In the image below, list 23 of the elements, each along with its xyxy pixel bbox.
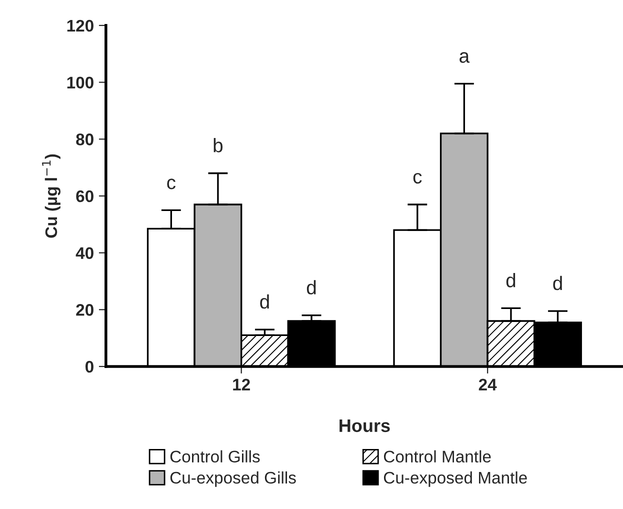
y-tick-label: 20 (76, 304, 94, 316)
legend-label: Control Mantle (384, 450, 491, 463)
legend-label: Cu-exposed Gills (170, 471, 296, 487)
y-axis-title: Cu (µg l$^{−1}$) (42, 154, 60, 238)
annotation: b (214, 138, 223, 152)
x-tick-label: 24 (478, 378, 497, 390)
annotation: d (553, 276, 562, 290)
annotation: c (167, 178, 176, 190)
x-axis-title: Hours (340, 419, 390, 432)
y-tick-label: 100 (67, 76, 94, 88)
legend-label: Cu-exposed Mantle (384, 471, 527, 487)
annotation: d (506, 273, 516, 288)
annotation: a (460, 52, 470, 63)
annotation: c (413, 172, 422, 184)
y-tick-label: 40 (76, 247, 94, 260)
y-tick-label: 60 (76, 190, 94, 202)
annotation: d (306, 280, 316, 294)
y-tick-label: 0 (85, 360, 94, 373)
legend-label: Control Gills (170, 450, 260, 463)
annotation: d (260, 294, 269, 309)
y-tick-label: 120 (67, 20, 94, 32)
y-tick-label: 80 (76, 134, 94, 146)
x-tick-label: 12 (233, 378, 250, 390)
